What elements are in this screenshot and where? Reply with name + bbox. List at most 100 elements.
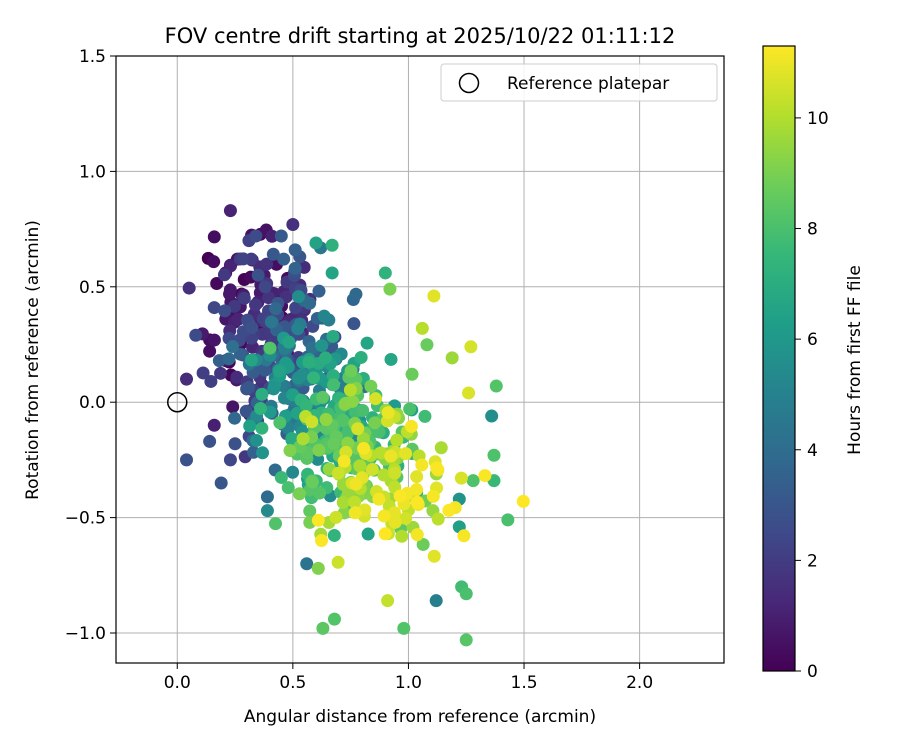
data-point xyxy=(327,528,341,542)
data-point xyxy=(369,392,383,406)
data-point xyxy=(245,321,259,335)
data-point xyxy=(260,490,274,504)
data-point xyxy=(393,489,407,503)
data-point xyxy=(429,594,443,608)
data-point xyxy=(430,461,444,475)
data-point xyxy=(303,504,317,518)
data-point xyxy=(384,449,398,463)
data-point xyxy=(378,527,392,541)
data-point xyxy=(288,243,302,257)
y-axis-label: Rotation from reference (arcmin) xyxy=(23,220,43,500)
data-point xyxy=(277,252,291,266)
data-point xyxy=(258,280,272,294)
data-point xyxy=(356,404,370,418)
data-point xyxy=(180,453,194,467)
data-point xyxy=(281,481,295,495)
data-point xyxy=(262,291,276,305)
data-point xyxy=(256,446,270,460)
x-tick-label: 1.0 xyxy=(395,673,422,693)
colorbar-tick-label: 8 xyxy=(807,220,818,240)
data-point xyxy=(372,492,386,506)
data-point xyxy=(315,534,329,548)
data-point xyxy=(204,374,218,388)
y-tick-label: −0.5 xyxy=(65,509,106,529)
data-point xyxy=(318,351,332,365)
data-point xyxy=(316,390,330,404)
data-point xyxy=(249,298,263,312)
plot-frame xyxy=(115,55,725,664)
data-point xyxy=(274,229,288,243)
data-point xyxy=(399,447,413,461)
y-axis-ticks: −1.0 −0.5 0.0 0.5 1.0 1.5 xyxy=(65,47,116,644)
data-point xyxy=(331,555,345,569)
data-point xyxy=(207,333,221,347)
colorbar-tick-label: 0 xyxy=(807,662,818,682)
data-point xyxy=(405,367,419,381)
data-point xyxy=(415,458,429,472)
legend-box xyxy=(440,63,718,102)
data-point xyxy=(292,487,306,501)
data-point xyxy=(286,217,300,231)
legend-marker-icon xyxy=(458,72,480,94)
data-point xyxy=(326,329,340,343)
data-point xyxy=(286,465,300,479)
data-point xyxy=(260,257,274,271)
data-point xyxy=(236,252,250,266)
data-point xyxy=(207,255,221,269)
data-point xyxy=(383,282,397,296)
colorbar-tick-label: 2 xyxy=(807,551,818,571)
data-point xyxy=(266,247,280,261)
data-point xyxy=(283,444,297,458)
data-point xyxy=(416,537,430,551)
data-point xyxy=(255,421,269,435)
y-tick-label: 0.5 xyxy=(79,278,106,298)
data-point xyxy=(354,350,368,364)
data-point xyxy=(457,529,471,543)
data-point xyxy=(255,387,269,401)
data-point xyxy=(378,266,392,280)
data-point xyxy=(388,515,402,529)
data-point xyxy=(431,512,445,526)
data-points xyxy=(180,204,530,647)
data-point xyxy=(296,432,310,446)
data-point xyxy=(397,621,411,635)
data-point xyxy=(368,416,382,430)
data-point xyxy=(487,448,501,462)
data-point xyxy=(327,612,341,626)
data-point xyxy=(353,459,367,473)
colorbar-tick-label: 6 xyxy=(807,330,818,350)
data-point xyxy=(226,400,240,414)
data-point xyxy=(300,557,314,571)
data-point xyxy=(249,229,263,243)
data-point xyxy=(426,489,440,503)
data-point xyxy=(180,372,194,386)
colorbar: 0 2 4 6 8 10 Hours from first FF file xyxy=(762,45,865,682)
data-point xyxy=(337,454,351,468)
x-tick-label: 2.0 xyxy=(626,673,653,693)
data-point xyxy=(345,394,359,408)
data-point xyxy=(264,315,278,329)
data-point xyxy=(317,309,331,323)
data-point xyxy=(303,296,317,310)
data-point xyxy=(434,441,448,455)
data-point xyxy=(410,528,424,542)
data-point xyxy=(207,301,221,315)
data-point xyxy=(269,302,283,316)
data-point xyxy=(478,469,492,483)
data-point xyxy=(388,466,402,480)
data-point xyxy=(312,284,326,298)
data-point xyxy=(189,328,203,342)
data-point xyxy=(282,335,296,349)
data-point xyxy=(390,433,404,447)
data-point xyxy=(226,340,240,354)
data-point xyxy=(336,414,350,428)
data-point xyxy=(223,204,237,218)
data-point xyxy=(223,453,237,467)
data-point xyxy=(349,477,363,491)
data-point xyxy=(289,301,303,315)
data-point xyxy=(291,322,305,336)
data-point xyxy=(315,339,329,353)
data-point xyxy=(377,468,391,482)
data-point xyxy=(349,287,363,301)
data-point xyxy=(331,466,345,480)
